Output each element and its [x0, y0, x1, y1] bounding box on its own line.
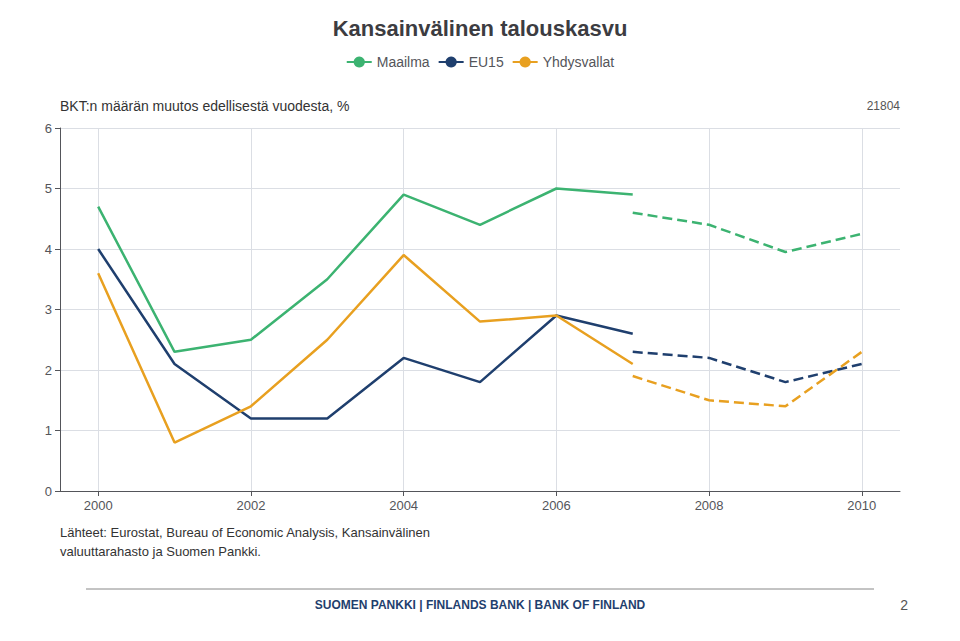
svg-text:1: 1 [45, 423, 52, 438]
svg-text:Kansainvälinen talouskasvu: Kansainvälinen talouskasvu [333, 16, 628, 41]
svg-text:4: 4 [45, 242, 52, 257]
svg-text:3: 3 [45, 302, 52, 317]
svg-text:21804: 21804 [867, 99, 901, 113]
svg-text:0: 0 [45, 484, 52, 499]
svg-text:EU15: EU15 [469, 54, 504, 70]
svg-text:valuuttarahasto ja Suomen Pank: valuuttarahasto ja Suomen Pankki. [60, 544, 261, 559]
svg-text:Lähteet: Eurostat, Bureau of E: Lähteet: Eurostat, Bureau of Economic An… [60, 525, 430, 540]
svg-text:2000: 2000 [84, 498, 113, 513]
svg-text:2010: 2010 [847, 498, 876, 513]
svg-text:Maailma: Maailma [377, 54, 430, 70]
svg-text:6: 6 [45, 121, 52, 136]
svg-text:BKT:n määrän muutos edellisest: BKT:n määrän muutos edellisestä vuodesta… [60, 98, 350, 114]
svg-text:Yhdysvallat: Yhdysvallat [543, 54, 615, 70]
svg-text:2004: 2004 [389, 498, 418, 513]
svg-text:2006: 2006 [542, 498, 571, 513]
svg-text:2: 2 [900, 597, 908, 613]
svg-text:5: 5 [45, 181, 52, 196]
svg-text:2008: 2008 [695, 498, 724, 513]
svg-text:SUOMEN PANKKI | FINLANDS BANK: SUOMEN PANKKI | FINLANDS BANK | BANK OF … [315, 598, 646, 612]
svg-text:2002: 2002 [236, 498, 265, 513]
svg-text:2: 2 [45, 363, 52, 378]
